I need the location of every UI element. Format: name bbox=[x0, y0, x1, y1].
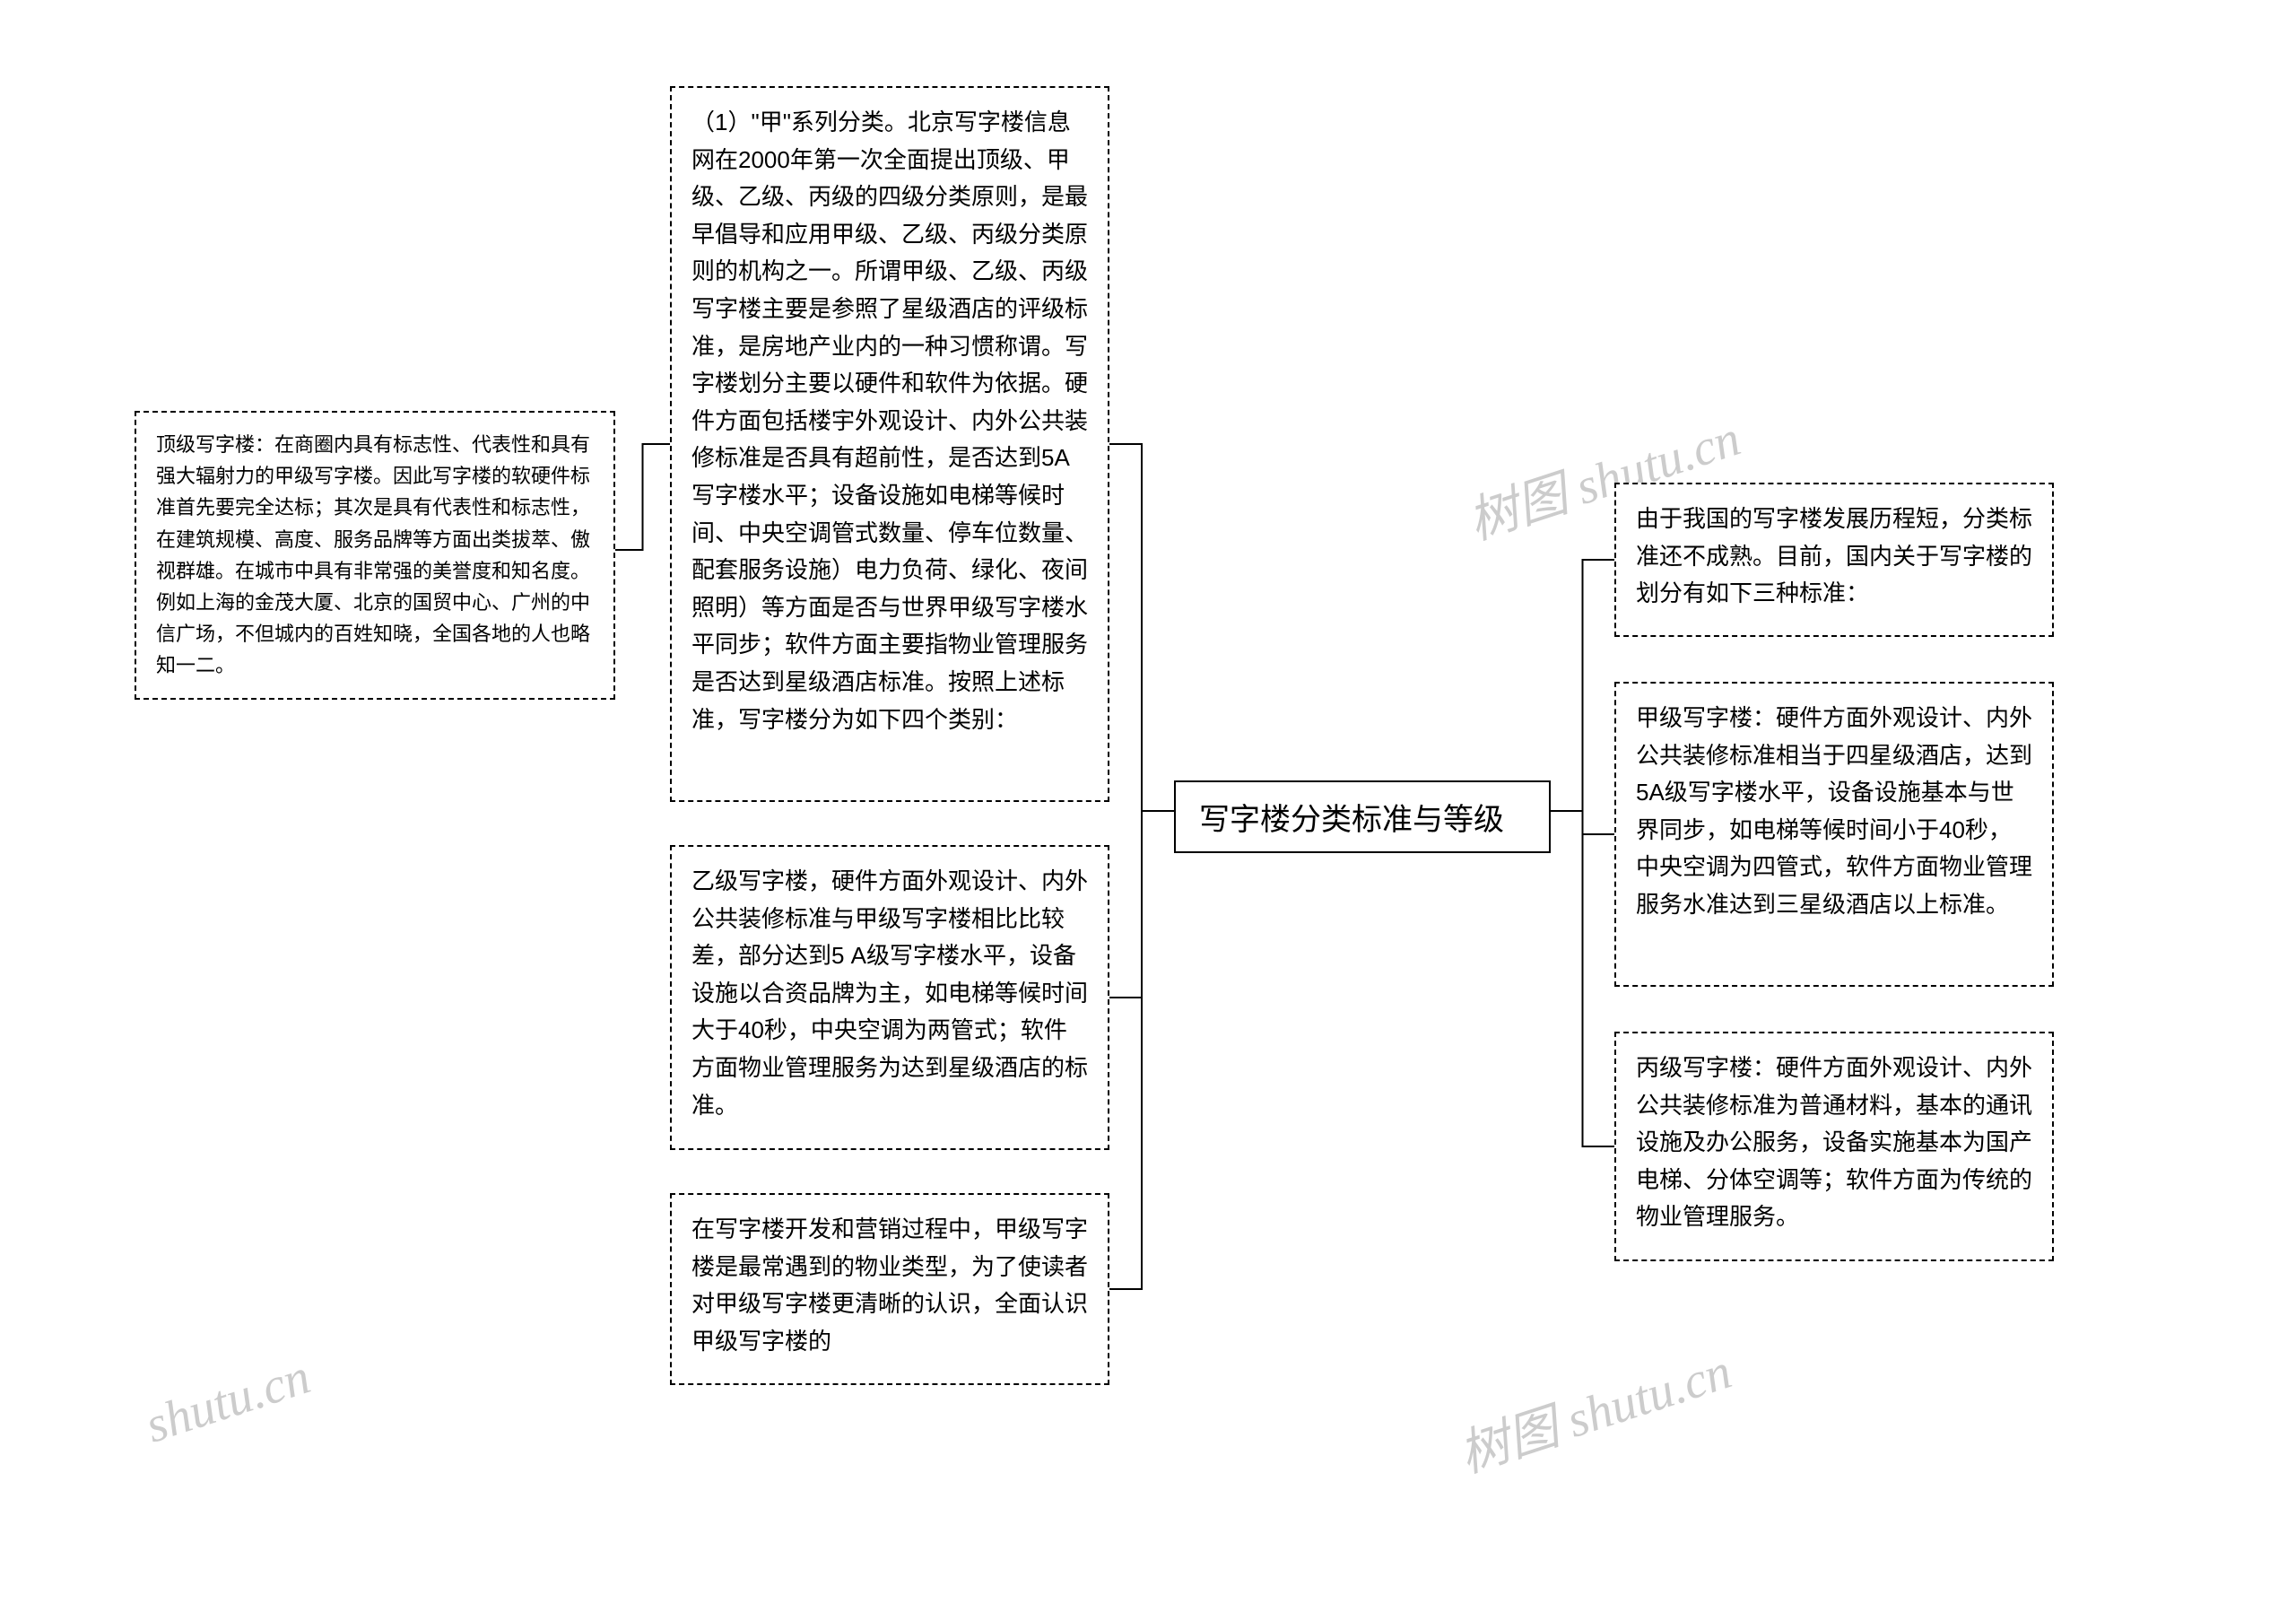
node-text: 乙级写字楼，硬件方面外观设计、内外公共装修标准与甲级写字楼相比比较差，部分达到5… bbox=[691, 867, 1088, 1119]
node-text: 丙级写字楼：硬件方面外观设计、内外公共装修标准为普通材料，基本的通讯设施及办公服… bbox=[1636, 1054, 2032, 1230]
right_nodes-node: 丙级写字楼：硬件方面外观设计、内外公共装修标准为普通材料，基本的通讯设施及办公服… bbox=[1614, 1032, 2054, 1261]
left_nodes-node: （1）"甲"系列分类。北京写字楼信息网在2000年第一次全面提出顶级、甲级、乙级… bbox=[670, 86, 1109, 802]
left_nodes-node: 在写字楼开发和营销过程中，甲级写字楼是最常遇到的物业类型，为了使读者对甲级写字楼… bbox=[670, 1193, 1109, 1385]
left_nodes-node: 顶级写字楼：在商圈内具有标志性、代表性和具有强大辐射力的甲级写字楼。因此写字楼的… bbox=[135, 411, 615, 700]
node-text: 甲级写字楼：硬件方面外观设计、内外公共装修标准相当于四星级酒店，达到5A级写字楼… bbox=[1636, 704, 2032, 918]
node-text: 顶级写字楼：在商圈内具有标志性、代表性和具有强大辐射力的甲级写字楼。因此写字楼的… bbox=[156, 433, 590, 676]
node-text: 在写字楼开发和营销过程中，甲级写字楼是最常遇到的物业类型，为了使读者对甲级写字楼… bbox=[691, 1216, 1088, 1355]
watermark: 树图 shutu.cn bbox=[1448, 1330, 1739, 1486]
node-text: （1）"甲"系列分类。北京写字楼信息网在2000年第一次全面提出顶级、甲级、乙级… bbox=[691, 109, 1088, 733]
center-node: 写字楼分类标准与等级 bbox=[1174, 780, 1551, 853]
node-text: 由于我国的写字楼发展历程短，分类标准还不成熟。目前，国内关于写字楼的划分有如下三… bbox=[1636, 505, 2032, 606]
left_nodes-node: 乙级写字楼，硬件方面外观设计、内外公共装修标准与甲级写字楼相比比较差，部分达到5… bbox=[670, 845, 1109, 1150]
watermark: shutu.cn bbox=[139, 1347, 317, 1454]
right_nodes-node: 甲级写字楼：硬件方面外观设计、内外公共装修标准相当于四星级酒店，达到5A级写字楼… bbox=[1614, 682, 2054, 987]
right_nodes-node: 由于我国的写字楼发展历程短，分类标准还不成熟。目前，国内关于写字楼的划分有如下三… bbox=[1614, 483, 2054, 637]
center-label: 写字楼分类标准与等级 bbox=[1199, 803, 1504, 837]
